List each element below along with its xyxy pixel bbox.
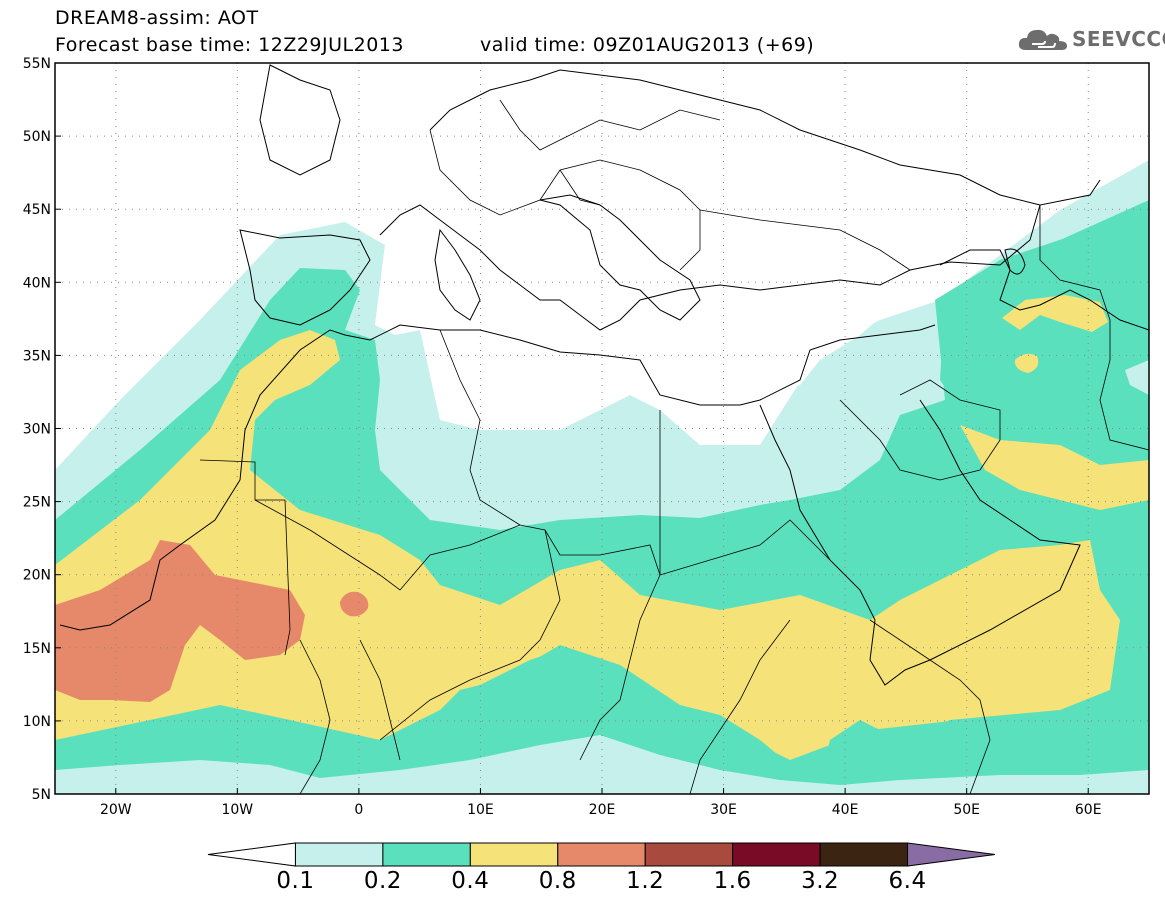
valid-time: valid time: 09Z01AUG2013 (+69) bbox=[480, 34, 815, 56]
aot-band-0.2-iran bbox=[940, 210, 1149, 430]
gridlines bbox=[55, 63, 1149, 794]
colorbar-swatch bbox=[732, 842, 821, 867]
lat-label: 45N bbox=[23, 202, 51, 218]
colorbar-swatch bbox=[644, 842, 734, 867]
lat-label: 15N bbox=[23, 641, 51, 657]
colorbar bbox=[207, 842, 996, 867]
latitude-labels: 55N 50N 45N 40N 35N 30N 25N 20N 15N 10N 5N bbox=[23, 56, 61, 803]
colorbar-label: 0.1 bbox=[276, 868, 315, 894]
chart-title: DREAM8-assim: AOT bbox=[55, 7, 259, 29]
colorbar-label: 3.2 bbox=[801, 868, 840, 894]
lat-label: 35N bbox=[23, 348, 51, 364]
aot-band-0.1-caspian bbox=[1125, 360, 1149, 395]
lon-label: 10E bbox=[467, 802, 494, 818]
lon-label: 60E bbox=[1075, 802, 1102, 818]
colorbar-swatch bbox=[907, 842, 996, 867]
colorbar-label: 0.2 bbox=[363, 868, 402, 894]
aot-patch-arabia bbox=[970, 540, 1090, 640]
aot-band-0.8 bbox=[55, 540, 305, 702]
aot-band-0.1-south bbox=[55, 735, 1149, 794]
lat-label: 30N bbox=[23, 422, 51, 438]
cloud-icon bbox=[1018, 29, 1067, 50]
political-borders bbox=[199, 99, 1149, 794]
longitude-labels: 20W 10W 0 10E 20E 30E 40E 50E 60E bbox=[100, 788, 1102, 818]
lon-label: 20W bbox=[100, 802, 132, 818]
aot-clear-area bbox=[345, 63, 1149, 445]
lat-label: 20N bbox=[23, 568, 51, 584]
colorbar-swatch bbox=[819, 842, 909, 867]
aot-patch-0.8-mali bbox=[340, 591, 369, 617]
aot-band-0.4 bbox=[55, 330, 1120, 780]
colorbar-label: 6.4 bbox=[888, 868, 927, 894]
colorbar-label: 0.8 bbox=[538, 868, 577, 894]
colorbar-swatch bbox=[382, 842, 471, 867]
logo-text: SEEVCCC bbox=[1072, 27, 1165, 51]
colorbar-swatch bbox=[207, 842, 296, 867]
colorbar-swatch bbox=[557, 842, 646, 867]
colorbar-swatch bbox=[469, 842, 559, 867]
lon-label: 10W bbox=[221, 802, 253, 818]
lon-label: 0 bbox=[354, 802, 363, 818]
aot-patch-iran-2 bbox=[1014, 353, 1039, 373]
aot-patch-gulf bbox=[960, 425, 1149, 510]
lon-label: 50E bbox=[953, 802, 980, 818]
colorbar-swatch bbox=[294, 842, 384, 867]
colorbar-label: 1.6 bbox=[713, 868, 752, 894]
lat-label: 55N bbox=[23, 56, 51, 72]
aot-patch-caspian-south-2 bbox=[1002, 295, 1108, 332]
colorbar-label: 1.2 bbox=[626, 868, 665, 894]
lat-label: 25N bbox=[23, 495, 51, 511]
lat-label: 50N bbox=[23, 129, 51, 145]
lat-label: 5N bbox=[32, 787, 51, 803]
lat-label: 40N bbox=[23, 275, 51, 291]
forecast-base-time: Forecast base time: 12Z29JUL2013 bbox=[55, 34, 404, 56]
lon-label: 20E bbox=[589, 802, 616, 818]
lat-label: 10N bbox=[23, 714, 51, 730]
seevccc-logo: SEEVCCC bbox=[1018, 26, 1165, 52]
lon-label: 40E bbox=[832, 802, 859, 818]
colorbar-label: 0.4 bbox=[451, 868, 490, 894]
lon-label: 30E bbox=[710, 802, 737, 818]
